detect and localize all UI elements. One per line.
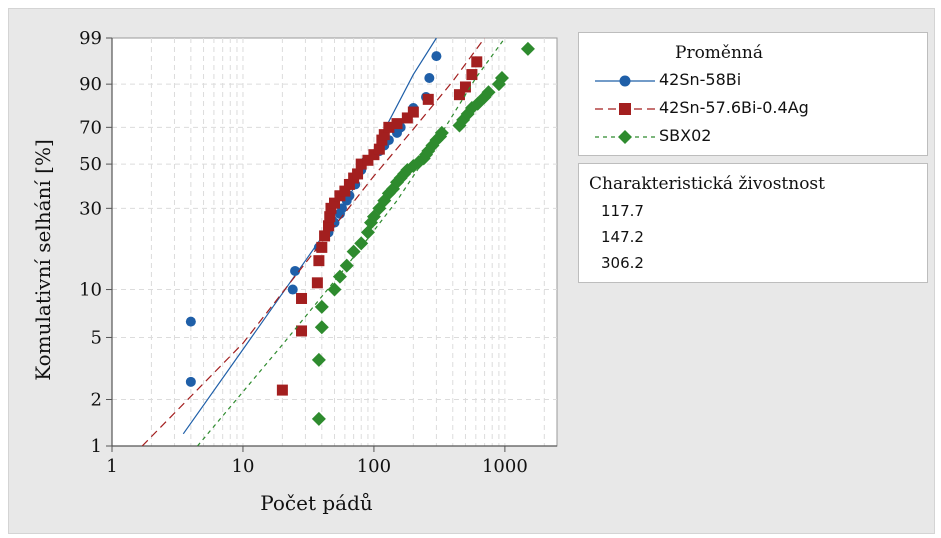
characteristic-life-title: Charakteristická živostnost [589, 174, 825, 194]
grid-lines [112, 38, 557, 446]
data-point [296, 292, 308, 304]
data-point [296, 325, 308, 337]
data-point [434, 125, 449, 140]
data-point [339, 185, 351, 197]
data-point [311, 411, 326, 426]
data-point [383, 121, 395, 133]
legend-marker-circle-icon [595, 75, 655, 87]
data-point [391, 118, 403, 130]
characteristic-life-value: 117.7 [601, 202, 644, 220]
data-point [324, 211, 336, 223]
characteristic-life-value: 147.2 [601, 228, 644, 246]
data-point [471, 56, 483, 68]
data-point [287, 284, 298, 295]
y-tick-label: 5 [91, 327, 102, 348]
data-point [185, 316, 196, 327]
x-axis-title: Počet pádů [260, 491, 373, 515]
characteristic-life-box: Charakteristická živostnost 117.7 147.2 … [578, 163, 928, 283]
data-point [352, 168, 364, 180]
data-point [368, 149, 380, 161]
data-point [459, 81, 471, 93]
data-point [431, 51, 442, 62]
legend-marker-square-icon [595, 103, 655, 115]
data-point [276, 384, 288, 396]
legend-label: 42Sn-58Bi [659, 70, 742, 89]
y-axis-title: Komulativní selhání [%] [31, 139, 55, 381]
data-point [323, 220, 335, 232]
data-point [343, 178, 355, 190]
data-point [314, 320, 329, 335]
data-point [316, 241, 328, 253]
data-point [362, 154, 374, 166]
data-point [354, 236, 369, 251]
data-point [319, 230, 331, 242]
data-point [407, 106, 419, 118]
data-point [346, 244, 361, 259]
x-tick-label: 1 [106, 456, 117, 477]
data-point [329, 197, 340, 209]
data-point [339, 258, 354, 273]
series-sbx02 [197, 38, 535, 446]
legend-marker-diamond-icon [595, 130, 655, 144]
data-point [313, 255, 325, 267]
y-tick-label: 10 [79, 280, 102, 301]
data-point [378, 129, 390, 141]
y-tick-label: 2 [91, 390, 102, 411]
y-tick-label: 90 [79, 74, 102, 95]
fit-line [141, 38, 486, 446]
data-point [424, 72, 435, 83]
data-point [185, 376, 196, 387]
y-tick-label: 1 [91, 436, 102, 457]
data-point [481, 85, 496, 100]
data-point [311, 277, 323, 289]
data-point [466, 69, 478, 81]
data-point [401, 112, 413, 124]
data-point [332, 269, 347, 284]
legend-label: 42Sn-57.6Bi-0.4Ag [659, 98, 809, 117]
data-point [290, 265, 301, 276]
data-point [311, 352, 326, 367]
y-tick-label: 70 [79, 117, 102, 138]
data-point [422, 93, 434, 105]
y-tick-label: 99 [79, 28, 102, 49]
data-point [373, 143, 385, 155]
data-point [520, 41, 535, 56]
data-point [494, 70, 509, 85]
characteristic-life-value: 306.2 [601, 254, 644, 272]
x-tick-label: 100 [357, 456, 391, 477]
data-point [355, 158, 367, 170]
legend-entry-sbx02: SBX02 [579, 125, 919, 149]
series-42sn-57-6bi-0-4ag [141, 38, 486, 446]
y-tick-label: 50 [79, 154, 102, 175]
legend-entry-42sn-57-6bi-0-4ag: 42Sn-57.6Bi-0.4Ag [579, 97, 919, 121]
legend: Proměnná 42Sn-58Bi 42Sn-57.6Bi-0.4Ag SBX… [578, 32, 928, 156]
legend-title: Proměnná [675, 43, 764, 63]
legend-label: SBX02 [659, 126, 712, 145]
y-tick-label: 30 [79, 198, 102, 219]
data-point [314, 299, 329, 314]
x-tick-label: 10 [232, 456, 255, 477]
x-tick-label: 1000 [482, 456, 528, 477]
data-point [327, 282, 342, 297]
legend-entry-42sn-58bi: 42Sn-58Bi [579, 69, 919, 93]
data-point [453, 89, 465, 101]
